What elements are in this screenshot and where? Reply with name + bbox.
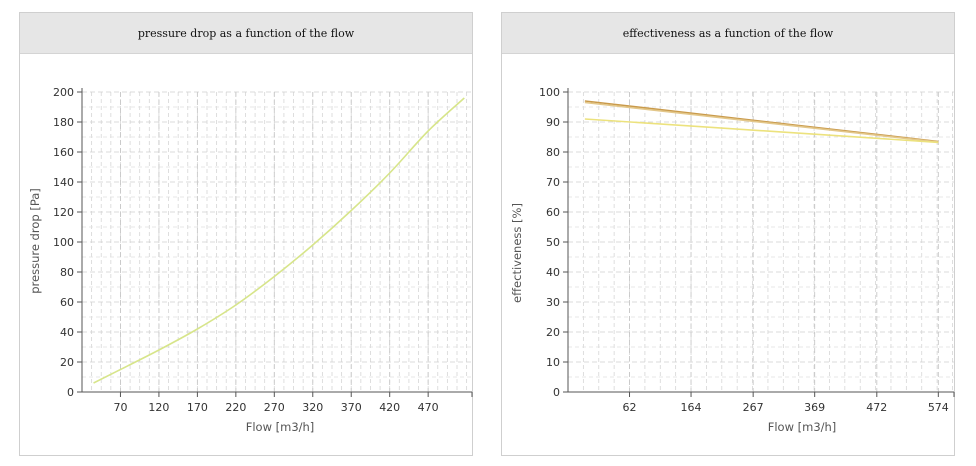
x-tick-label: 472	[866, 401, 887, 414]
effectiveness-chart: Flow [m3/h] effectiveness [%] 0 10 20 30 40 5…	[510, 86, 955, 434]
y-tick-label: 50	[546, 236, 560, 249]
chart-panel-pressure-drop: pressure drop as a function of the flow …	[19, 12, 473, 456]
y-tick-label: 180	[53, 116, 74, 129]
grid	[568, 91, 954, 392]
x-tick-label: 370	[341, 401, 362, 414]
y-axis-label: effectiveness [%]	[510, 203, 524, 303]
x-tick-label: 270	[264, 401, 285, 414]
grid	[82, 91, 472, 392]
y-tick-label: 120	[53, 206, 74, 219]
x-tick-label: 220	[225, 401, 246, 414]
y-tick-label: 40	[546, 266, 560, 279]
chart-title: pressure drop as a function of the flow	[20, 13, 472, 54]
y-tick-label: 100	[53, 236, 74, 249]
y-tick-label: 100	[539, 86, 560, 99]
y-tick-label: 200	[53, 86, 74, 99]
y-tick-label: 40	[60, 326, 74, 339]
y-tick-label: 70	[546, 176, 560, 189]
x-tick-label: 369	[804, 401, 825, 414]
y-tick-label: 10	[546, 356, 560, 369]
x-axis-label: Flow [m3/h]	[768, 420, 837, 434]
x-tick-label: 267	[743, 401, 764, 414]
series-line-2	[584, 101, 939, 143]
y-tick-label: 60	[60, 296, 74, 309]
x-tick-label: 470	[418, 401, 439, 414]
y-tick-label: 0	[553, 386, 560, 399]
y-tick-label: 60	[546, 206, 560, 219]
x-tick-label: 320	[302, 401, 323, 414]
x-tick-label: 120	[148, 401, 169, 414]
x-tick-label: 170	[187, 401, 208, 414]
x-tick-label: 62	[623, 401, 637, 414]
y-tick-label: 160	[53, 146, 74, 159]
y-tick-label: 140	[53, 176, 74, 189]
x-tick-label: 164	[681, 401, 702, 414]
y-axis-label: pressure drop [Pa]	[28, 188, 42, 294]
chart-title: effectiveness as a function of the flow	[502, 13, 954, 54]
x-tick-label: 574	[928, 401, 949, 414]
y-tick-label: 30	[546, 296, 560, 309]
y-tick-label: 80	[60, 266, 74, 279]
y-tick-label: 80	[546, 146, 560, 159]
y-tick-label: 90	[546, 116, 560, 129]
x-tick-label: 70	[113, 401, 127, 414]
y-tick-label: 20	[546, 326, 560, 339]
pressure-drop-chart: Flow [m3/h] pressure drop [Pa] 0 20 40 60 80…	[28, 86, 473, 434]
x-tick-label: 420	[379, 401, 400, 414]
y-tick-label: 20	[60, 356, 74, 369]
series-line-1	[93, 97, 465, 384]
x-axis-label: Flow [m3/h]	[246, 420, 315, 434]
series-line-3	[584, 118, 939, 144]
y-tick-label: 0	[67, 386, 74, 399]
chart-panel-effectiveness: effectiveness as a function of the flow …	[501, 12, 955, 456]
